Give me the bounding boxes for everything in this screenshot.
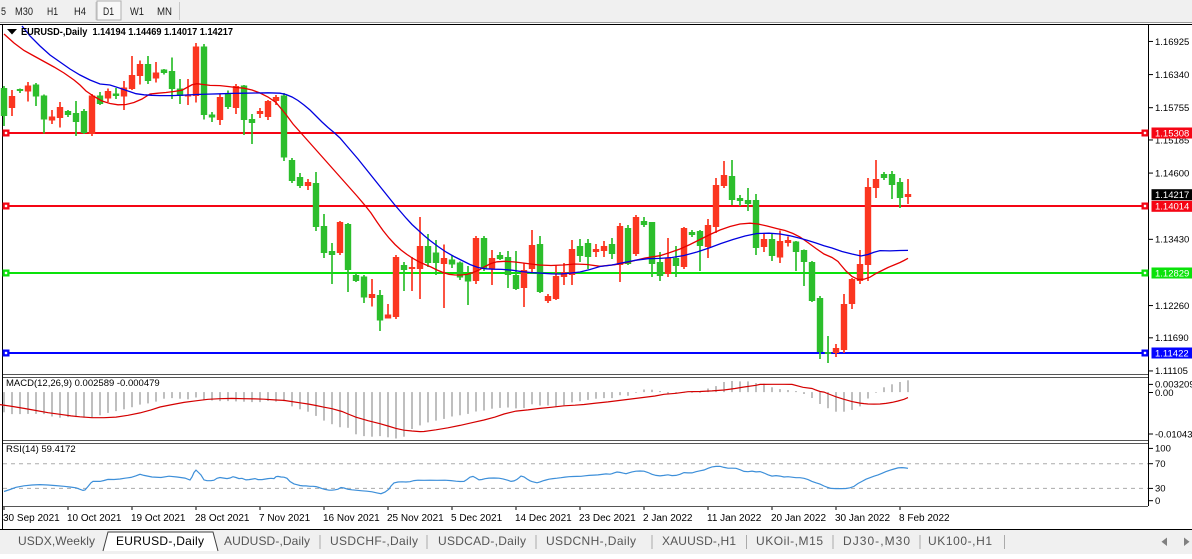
svg-text:14 Dec 2021: 14 Dec 2021 [515, 513, 572, 524]
svg-text:UKOil-,M15: UKOil-,M15 [756, 534, 823, 548]
svg-text:0.00: 0.00 [1155, 388, 1174, 399]
svg-text:USDCHF-,Daily: USDCHF-,Daily [330, 534, 418, 548]
svg-text:H1: H1 [47, 6, 58, 18]
svg-text:16 Nov 2021: 16 Nov 2021 [323, 513, 380, 524]
svg-text:28 Oct 2021: 28 Oct 2021 [195, 513, 250, 524]
svg-text:1.14600: 1.14600 [1155, 168, 1189, 179]
svg-text:MN: MN [157, 6, 172, 18]
svg-text:20 Jan 2022: 20 Jan 2022 [771, 513, 826, 524]
svg-text:D1: D1 [103, 6, 114, 18]
svg-text:5 Dec 2021: 5 Dec 2021 [451, 513, 503, 524]
svg-text:1.11105: 1.11105 [1155, 366, 1188, 377]
svg-text:-0.010433: -0.010433 [1155, 429, 1192, 440]
svg-text:1.12829: 1.12829 [1155, 268, 1189, 279]
svg-text:2 Jan 2022: 2 Jan 2022 [643, 513, 693, 524]
svg-text:M30: M30 [15, 6, 33, 18]
svg-text:11 Jan 2022: 11 Jan 2022 [707, 513, 762, 524]
svg-text:30 Jan 2022: 30 Jan 2022 [835, 513, 890, 524]
svg-text:1.13430: 1.13430 [1155, 235, 1189, 246]
svg-text:USDX,Weekly: USDX,Weekly [18, 534, 95, 548]
svg-text:1.15755: 1.15755 [1155, 103, 1189, 114]
svg-text:10 Oct 2021: 10 Oct 2021 [67, 513, 122, 524]
svg-text:7 Nov 2021: 7 Nov 2021 [259, 513, 311, 524]
svg-text:EURUSD-,Daily 1.14194 1.14469: EURUSD-,Daily 1.14194 1.14469 1.14017 1.… [21, 26, 233, 38]
svg-text:USDCAD-,Daily: USDCAD-,Daily [438, 534, 526, 548]
svg-text:W1: W1 [130, 6, 144, 18]
svg-text:23 Dec 2021: 23 Dec 2021 [579, 513, 636, 524]
svg-text:70: 70 [1155, 459, 1166, 470]
svg-text:XAUUSD-,H1: XAUUSD-,H1 [662, 534, 736, 548]
svg-text:1.14014: 1.14014 [1155, 202, 1189, 213]
svg-text:100: 100 [1155, 444, 1171, 455]
svg-text:19 Oct 2021: 19 Oct 2021 [131, 513, 186, 524]
svg-text:1.16925: 1.16925 [1155, 37, 1189, 48]
svg-text:1.11422: 1.11422 [1155, 348, 1189, 359]
svg-text:RSI(14) 59.4172: RSI(14) 59.4172 [6, 444, 76, 455]
svg-text:DJ30-,M30: DJ30-,M30 [843, 534, 910, 548]
svg-text:1.15308: 1.15308 [1155, 128, 1189, 139]
svg-text:MACD(12,26,9) 0.002589 -0.0004: MACD(12,26,9) 0.002589 -0.000479 [6, 378, 160, 389]
svg-text:8 Feb 2022: 8 Feb 2022 [899, 513, 950, 524]
svg-text:H4: H4 [74, 6, 86, 18]
svg-text:UK100-,H1: UK100-,H1 [928, 534, 992, 548]
svg-text:30 Sep 2021: 30 Sep 2021 [3, 513, 60, 524]
svg-text:0: 0 [1155, 496, 1160, 507]
svg-text:EURUSD-,Daily: EURUSD-,Daily [116, 534, 204, 548]
svg-text:5: 5 [1, 6, 6, 18]
svg-text:1.12260: 1.12260 [1155, 301, 1189, 312]
svg-text:25 Nov 2021: 25 Nov 2021 [387, 513, 444, 524]
svg-text:AUDUSD-,Daily: AUDUSD-,Daily [224, 534, 310, 548]
svg-text:1.16340: 1.16340 [1155, 70, 1189, 81]
svg-text:USDCNH-,Daily: USDCNH-,Daily [546, 534, 636, 548]
svg-text:1.14217: 1.14217 [1155, 190, 1189, 201]
svg-text:30: 30 [1155, 484, 1166, 495]
svg-text:1.11690: 1.11690 [1155, 333, 1189, 344]
